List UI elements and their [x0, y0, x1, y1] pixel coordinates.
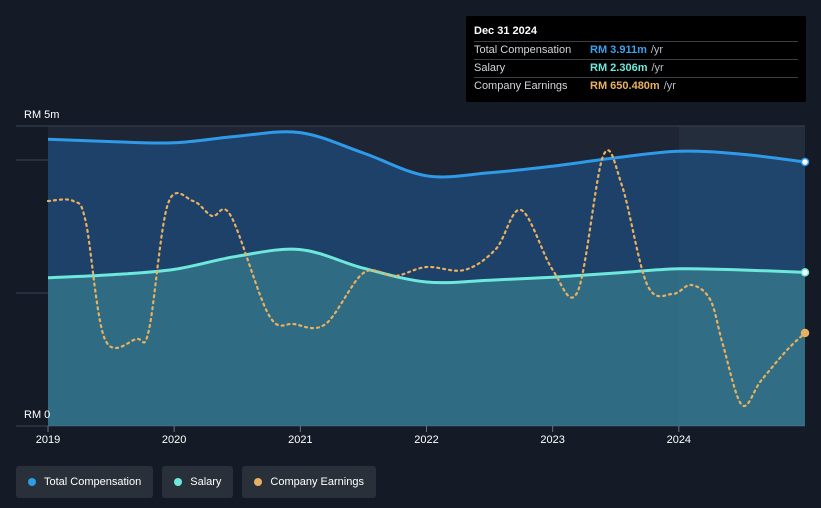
tooltip-label: Salary: [474, 62, 506, 74]
x-tick-label: 2024: [667, 434, 691, 446]
y-axis-top-label: RM 5m: [24, 109, 59, 121]
legend-label: Salary: [190, 476, 222, 488]
x-tick-label: 2023: [540, 434, 564, 446]
tooltip-row-total-compensation: Total Compensation RM 3.911m /yr: [474, 42, 798, 60]
x-tick-label: 2021: [288, 434, 312, 446]
tooltip-value: RM 3.911m: [590, 44, 647, 56]
salary-end-marker: [800, 268, 810, 277]
legend-item-salary[interactable]: Salary: [162, 466, 234, 498]
series-areas: [48, 131, 805, 426]
tooltip-row-company-earnings: Company Earnings RM 650.480m /yr: [474, 78, 798, 95]
legend-label: Total Compensation: [44, 476, 142, 488]
x-axis-ticks: 2019 2020 2021 2022 2023 2024: [36, 426, 691, 446]
company-earnings-line: [46, 149, 807, 408]
tooltip-unit: /yr: [650, 44, 664, 56]
tooltip: Dec 31 2024 Total Compensation RM 3.911m…: [466, 16, 806, 102]
legend-item-total-compensation[interactable]: Total Compensation: [16, 466, 154, 498]
company-earnings-end-marker: [800, 328, 810, 338]
tooltip-value: RM 2.306m: [590, 62, 648, 74]
salary-area: [48, 249, 805, 426]
x-tick-label: 2022: [414, 434, 438, 446]
tooltip-value: RM 650.480m: [590, 80, 660, 92]
series-lines: [46, 130, 807, 408]
y-axis-zero-label: RM 0: [24, 409, 50, 421]
legend-label: Company Earnings: [270, 476, 364, 488]
legend-dot-icon: [28, 478, 36, 486]
tooltip-row-salary: Salary RM 2.306m /yr: [474, 60, 798, 78]
tooltip-label: Company Earnings: [474, 80, 568, 92]
x-tick-label: 2020: [162, 434, 186, 446]
salary-line: [47, 247, 806, 285]
tooltip-unit: /yr: [663, 80, 676, 92]
total-compensation-area: [48, 131, 805, 426]
tooltip-date: Dec 31 2024: [474, 24, 798, 42]
x-tick-label: 2019: [36, 434, 60, 446]
legend-dot-icon: [254, 478, 263, 486]
legend-item-company-earnings[interactable]: Company Earnings: [242, 466, 376, 498]
legend: Total Compensation Salary Company Earnin…: [16, 466, 376, 498]
forecast-region: [678, 126, 805, 426]
end-markers: [800, 157, 810, 338]
tooltip-label: Total Compensation: [474, 44, 572, 56]
legend-dot-icon: [174, 478, 183, 486]
total-compensation-line: [47, 130, 806, 179]
tooltip-unit: /yr: [651, 62, 664, 74]
total-compensation-end-marker: [800, 157, 810, 167]
